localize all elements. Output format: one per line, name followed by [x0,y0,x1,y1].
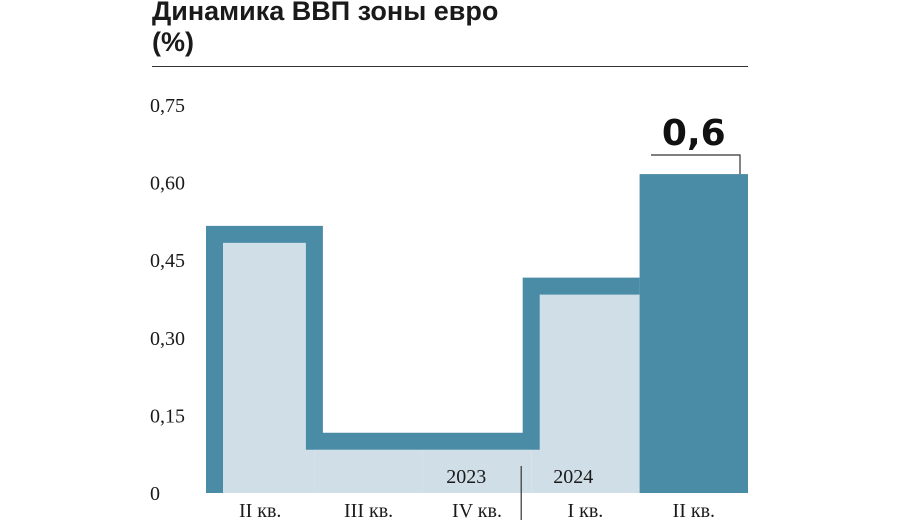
year-label: 2024 [553,466,593,488]
y-tick-label: 0,45 [150,250,185,272]
bar-fill [531,294,640,493]
data-label-leader [651,154,741,175]
chart-title: Динамика ВВП зоны евро [152,0,499,26]
x-category-label: I кв. [567,500,603,521]
year-label: 2023 [446,466,486,488]
title-divider [152,66,748,67]
y-tick-label: 0 [150,483,160,505]
x-category-label: II кв. [239,500,281,521]
y-tick-label: 0,60 [150,173,185,195]
y-tick-label: 0,15 [150,405,185,427]
trend-line [206,225,640,493]
labels-layer: 0 0,15 0,30 0,45 0,60 0,75 II кв. III кв. IV кв.… [150,95,741,521]
y-tick-label: 0,30 [150,328,185,350]
bars-layer [206,174,748,493]
x-category-label: IV кв. [452,500,502,521]
data-label: 0,6 [662,113,726,154]
bar-fill [314,449,423,493]
highlighted-bar [639,174,748,493]
x-category-label: II кв. [673,500,715,521]
chart-unit: (%) [152,27,194,57]
bar-fill [223,242,315,493]
bar-fill [422,449,532,493]
x-category-label: III кв. [344,500,393,521]
y-tick-label: 0,75 [150,95,185,117]
